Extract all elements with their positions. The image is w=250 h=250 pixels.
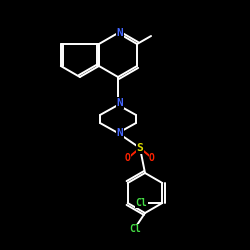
Text: N: N bbox=[116, 128, 123, 138]
Text: N: N bbox=[116, 98, 123, 108]
Text: N: N bbox=[116, 28, 123, 38]
Text: Cl: Cl bbox=[136, 198, 147, 208]
Text: O: O bbox=[149, 153, 155, 163]
Text: O: O bbox=[125, 153, 131, 163]
Text: Cl: Cl bbox=[129, 224, 141, 234]
Text: S: S bbox=[136, 143, 143, 153]
